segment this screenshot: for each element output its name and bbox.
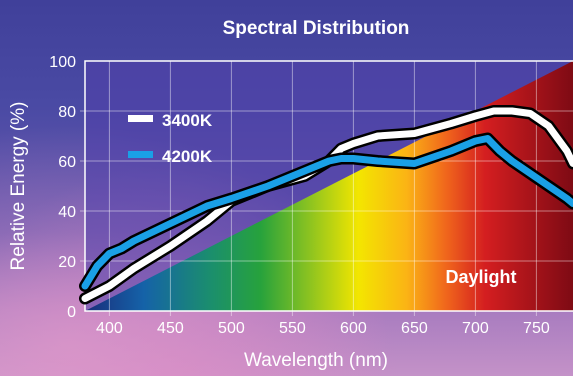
x-tick-label: 450 [157, 320, 184, 337]
series-line-3400k [81, 107, 573, 302]
legend-swatch-3400k [128, 115, 153, 122]
daylight-label: Daylight [445, 267, 516, 287]
y-tick-label: 60 [58, 154, 76, 171]
grid-lines [80, 61, 573, 316]
legend-label-4200k: 4200K [162, 147, 213, 166]
chart-title: Spectral Distribution [223, 18, 410, 39]
x-tick-label: 550 [279, 320, 306, 337]
legend-label-3400k: 3400K [162, 111, 213, 130]
x-tick-label: 750 [523, 320, 550, 337]
y-tick-label: 40 [58, 204, 76, 221]
x-tick-label: 700 [462, 320, 489, 337]
legend-swatch-4200k [128, 151, 153, 158]
series-line-4200k [81, 135, 573, 290]
series-layer [79, 105, 573, 305]
x-tick-label: 650 [401, 320, 428, 337]
x-axis-label: Wavelength (nm) [244, 350, 388, 371]
x-tick-label: 500 [218, 320, 245, 337]
y-tick-label: 100 [49, 54, 76, 71]
x-tick-label: 400 [96, 320, 123, 337]
y-axis-label: Relative Energy (%) [8, 102, 29, 271]
y-tick-label: 80 [58, 104, 76, 121]
legend: 3400K 4200K [128, 111, 213, 166]
tick-labels: 400 450 500 550 600 650 700 750 0 20 40 60 80 100 [49, 54, 550, 337]
y-tick-label: 0 [67, 304, 76, 321]
y-tick-label: 20 [58, 254, 76, 271]
x-tick-label: 600 [340, 320, 367, 337]
plot-frame [84, 60, 573, 312]
